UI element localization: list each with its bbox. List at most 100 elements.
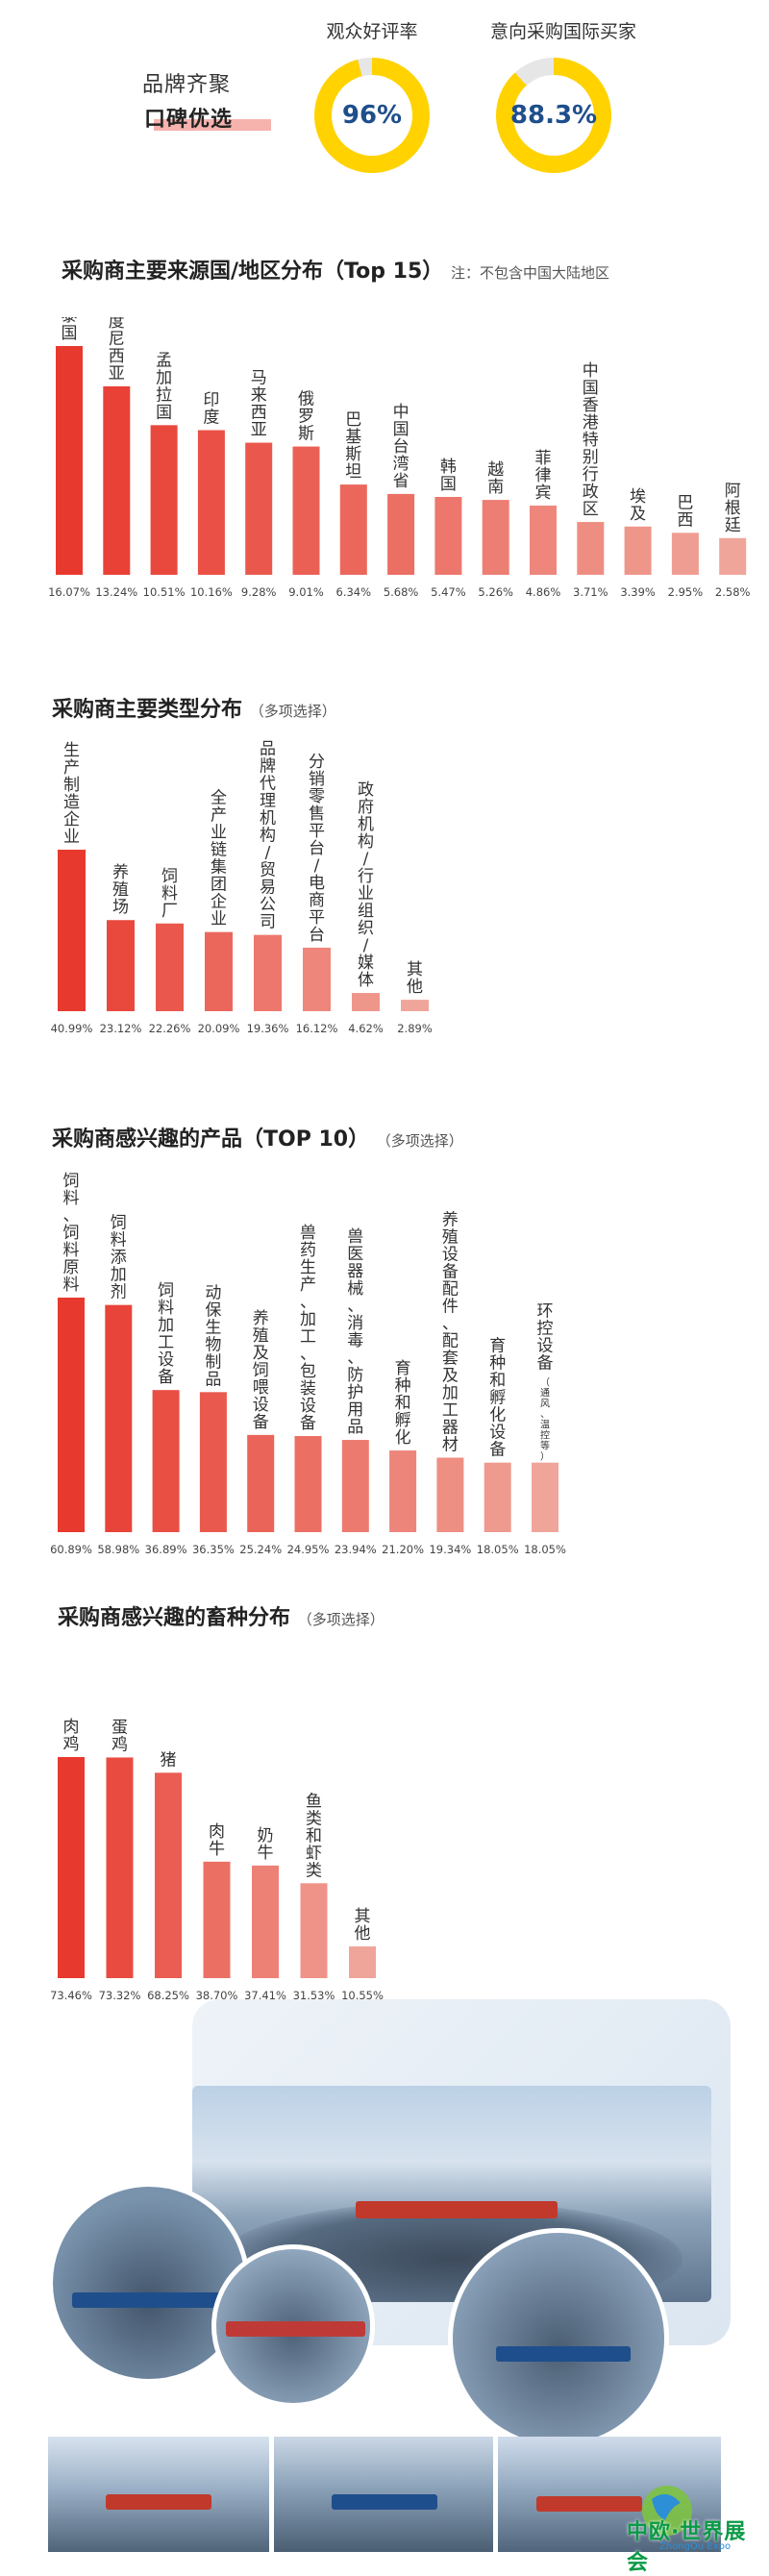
bar-category-label: 分销零售平台/电商平台 (309, 753, 325, 945)
bar-category-label: 生产制造企业 (63, 741, 80, 847)
bar-category-label: 饲料添加剂 (111, 1214, 127, 1302)
bar-value-label: 23.94% (335, 1543, 377, 1556)
bar-value-label: 4.86% (526, 585, 561, 599)
bar-value-label: 58.98% (97, 1543, 139, 1556)
bar-value-label: 19.34% (429, 1543, 471, 1556)
intl-buyers-ring: 88.3% (496, 58, 611, 173)
bar-category-label: 品牌代理机构/贸易公司 (260, 740, 276, 932)
bar-value-label: 10.51% (143, 585, 186, 599)
bar-value-label: 9.01% (288, 585, 324, 599)
bar-value-label: 60.89% (50, 1543, 92, 1556)
bar-category-label: 中国香港特别行政区 (583, 361, 599, 519)
bar-value-label: 13.24% (95, 585, 137, 599)
bar (532, 1462, 558, 1532)
bar-category-label: 其他 (407, 960, 423, 997)
chart-livestock: 73.46% 肉鸡 73.32% 蛋鸡 68.25% 猪 38.70% 肉牛 37.41% 奶牛 3… (50, 1718, 384, 2002)
bar-category-label: 中国台湾省 (393, 403, 409, 491)
bar (434, 496, 462, 575)
chart-title-products: 采购商感兴趣的产品（TOP 10） （多项选择） (52, 1122, 463, 1152)
chart-source-countries: 16.07% 泰国 13.24% 印度尼西亚 10.51% 孟加拉国 10.16% 印度 9.2… (48, 317, 750, 599)
bar (482, 500, 509, 575)
logo-text: 中欧·世界展会 (627, 2520, 747, 2575)
bar-value-label: 2.95% (668, 585, 704, 599)
bar (150, 425, 178, 575)
brand-underline (154, 119, 271, 131)
bar (107, 920, 135, 1011)
bar-value-label: 3.71% (573, 585, 608, 599)
chart-note: （多项选择） (376, 1132, 463, 1150)
bar-category-label: 兽医器械、消毒、防护用品 (347, 1227, 363, 1437)
bar-value-label: 10.55% (341, 1989, 384, 2002)
bar-value-label: 21.20% (382, 1543, 424, 1556)
bar-category-label: 饲料、饲料原料 (63, 1172, 80, 1295)
bar-category-label: 巴西 (677, 493, 693, 530)
bar-category-label: 俄罗斯 (298, 390, 314, 444)
bar-value-label: 23.12% (100, 1022, 142, 1035)
bar-category-label: 肉牛 (209, 1822, 225, 1859)
bar-category-label: 韩国 (440, 458, 457, 494)
bar-value-label: 19.36% (247, 1022, 289, 1035)
bar (247, 1434, 275, 1532)
stat-value-intl-buyers: 88.3% (509, 101, 598, 130)
bar (624, 526, 652, 575)
bar (484, 1462, 511, 1532)
bar (252, 1865, 279, 1978)
bar-value-label: 6.34% (336, 585, 372, 599)
bar-value-label: 73.46% (50, 1989, 92, 2002)
bar (203, 1861, 231, 1978)
bar-value-label: 68.25% (147, 1989, 189, 2002)
bar (294, 1436, 322, 1532)
bar (245, 442, 273, 575)
bar-value-label: 4.62% (348, 1022, 384, 1035)
bar-category-label: 环控设备（通风、温控等） (537, 1302, 554, 1463)
chart-title-livestock: 采购商感兴趣的畜种分布 （多项选择） (58, 1600, 384, 1631)
bar-category-label: 孟加拉国 (156, 351, 172, 422)
bar-value-label: 24.95% (287, 1543, 330, 1556)
bar (530, 506, 557, 575)
bar-value-label: 25.24% (239, 1543, 282, 1556)
bar-category-label: 饲料加工设备 (158, 1281, 174, 1387)
bar-category-label: 养殖设备配件、配套及加工器材 (442, 1211, 459, 1455)
bar-value-label: 31.53% (293, 1989, 335, 2002)
bar-category-label: 菲律宾 (535, 449, 552, 503)
chart-buyer-types: 40.99% 生产制造企业 23.12% 养殖场 22.26% 饲料厂 20.09% 全产业链… (51, 740, 433, 1035)
bar (58, 850, 86, 1011)
bar (254, 934, 282, 1011)
bar (339, 484, 367, 575)
bar-category-label: 印度 (203, 391, 219, 428)
bar-category-label: 泰国 (62, 317, 78, 343)
bar-category-label: 育种和孵化设备 (489, 1337, 506, 1460)
bar (671, 533, 699, 575)
bar-category-label: 兽药生产、加工、包装设备 (300, 1224, 316, 1433)
bar (387, 493, 415, 575)
bar (292, 446, 320, 575)
group-banner (72, 2292, 231, 2308)
bar (436, 1457, 464, 1532)
bar-value-label: 10.16% (190, 585, 233, 599)
bar (577, 522, 605, 575)
bar (199, 1392, 227, 1532)
chart-title-text: 采购商感兴趣的畜种分布 (58, 1606, 291, 1630)
bar-category-label: 育种和孵化 (395, 1359, 411, 1448)
bar-value-label: 18.05% (524, 1543, 566, 1556)
bar-value-label: 73.32% (99, 1989, 141, 2002)
bar (105, 1304, 133, 1532)
group-banner (356, 2201, 558, 2218)
bar (401, 1000, 429, 1011)
bar-category-label: 越南 (487, 460, 504, 497)
circle-photo-center (211, 2244, 375, 2408)
bar-category-label: 猪 (161, 1750, 177, 1770)
bar-category-label: 政府机构/行业组织/媒体 (358, 780, 374, 990)
bar (56, 346, 83, 575)
chart-products: 60.89% 饲料、饲料原料 58.98% 饲料添加剂 36.89% 饲料加工设备 36.3… (50, 1172, 566, 1556)
chart-note: （多项选择） (249, 703, 336, 720)
bar-category-label: 饲料厂 (161, 867, 178, 921)
group-banner (106, 2494, 211, 2510)
bar-category-label: 鱼类和虾类 (306, 1792, 322, 1880)
bar (58, 1298, 85, 1532)
bar-value-label: 16.12% (296, 1022, 338, 1035)
chart-title-text: 采购商主要来源国/地区分布（Top 15） (62, 260, 444, 284)
stat-value-satisfaction: 96% (341, 101, 403, 130)
photo-bottom-left (48, 2437, 269, 2552)
group-banner (226, 2321, 365, 2337)
